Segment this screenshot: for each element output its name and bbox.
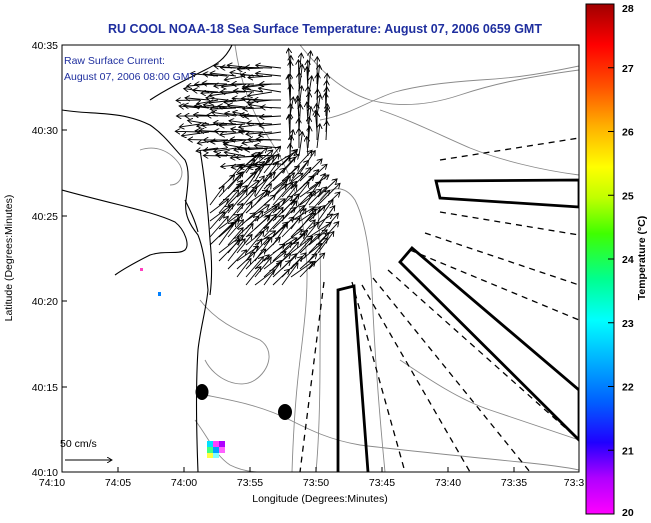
colorbar-tick-label: 27 <box>622 63 634 75</box>
x-tick-label: 73:50 <box>303 477 329 489</box>
x-tick-label: 73:3 <box>564 477 585 489</box>
x-tick-label: 73:45 <box>369 477 395 489</box>
colorbar-label: Temperature (°C) <box>636 216 648 301</box>
colorbar-tick-label: 26 <box>622 127 634 139</box>
x-tick-label: 74:00 <box>171 477 197 489</box>
legend-line1: Raw Surface Current: <box>64 55 165 67</box>
x-tick-label: 73:35 <box>501 477 527 489</box>
colorbar-tick-label: 20 <box>622 507 634 518</box>
y-axis-label: Latitude (Degrees:Minutes) <box>3 195 15 322</box>
y-tick-label: 40:25 <box>32 211 58 223</box>
figure-title: RU COOL NOAA-18 Sea Surface Temperature:… <box>108 22 542 36</box>
x-axis-label: Longitude (Degrees:Minutes) <box>252 493 387 505</box>
y-tick-label: 40:15 <box>32 382 58 394</box>
x-axis: 74:10 74:05 74:00 73:55 73:50 73:45 73:4… <box>39 467 585 505</box>
y-tick-label: 40:35 <box>32 40 58 52</box>
y-tick-label: 40:20 <box>32 296 58 308</box>
legend-line2: August 07, 2006 08:00 GMT <box>64 71 197 83</box>
y-tick-label: 40:30 <box>32 125 58 137</box>
colorbar-tick-label: 25 <box>622 190 634 202</box>
y-axis: 40:35 40:30 40:25 40:20 40:15 40:10 Lati… <box>3 40 67 479</box>
x-tick-label: 74:05 <box>105 477 131 489</box>
scale-label: 50 cm/s <box>60 438 97 450</box>
colorbar-tick-label: 24 <box>622 254 634 266</box>
island-marker <box>196 384 209 400</box>
colorbar-tick-label: 21 <box>622 445 634 457</box>
x-tick-label: 74:10 <box>39 477 65 489</box>
colorbar-tick-label: 23 <box>622 318 634 330</box>
x-tick-label: 73:40 <box>435 477 461 489</box>
current-vector <box>325 93 326 116</box>
colorbar-tick-label: 22 <box>622 382 634 394</box>
current-vector <box>254 164 281 165</box>
colorbar-tick-label: 28 <box>622 3 634 15</box>
colorbar: 28 27 26 25 24 23 22 21 20 Temperature (°C) <box>586 3 648 518</box>
x-tick-label: 73:55 <box>237 477 263 489</box>
current-vector <box>239 131 263 132</box>
island-marker <box>278 404 292 420</box>
